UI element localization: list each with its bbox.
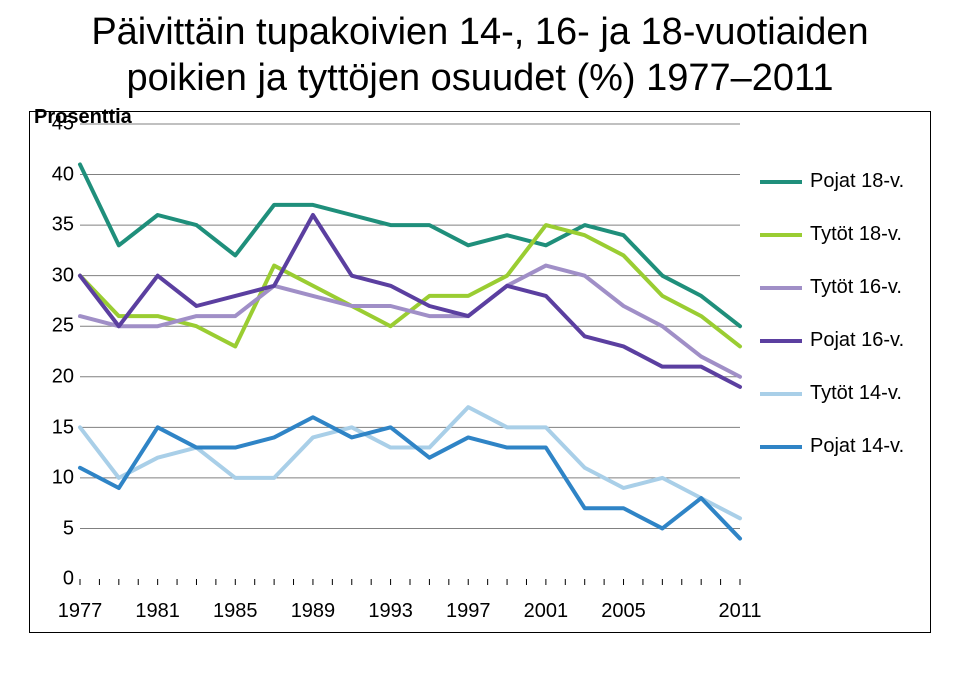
x-tick-label: 2001 — [524, 600, 569, 623]
legend-item: Pojat 18-v. — [760, 170, 920, 193]
plot-area — [80, 124, 740, 579]
legend-swatch — [760, 233, 802, 237]
plot-svg — [80, 124, 740, 579]
legend-swatch — [760, 445, 802, 449]
legend-swatch — [760, 180, 802, 184]
x-tick-label: 1981 — [135, 600, 180, 623]
x-tick-label: 1997 — [446, 600, 491, 623]
series-line — [80, 266, 740, 377]
legend-item: Tytöt 14-v. — [760, 382, 920, 405]
legend-label: Tytöt 16-v. — [810, 276, 902, 299]
x-tick-label: 1989 — [291, 600, 336, 623]
x-tick-label: 1985 — [213, 600, 258, 623]
x-tick-label: 2011 — [718, 600, 761, 623]
legend-item: Tytöt 18-v. — [760, 223, 920, 246]
y-tick-label: 25 — [52, 315, 74, 338]
legend-swatch — [760, 339, 802, 343]
y-axis: 051015202530354045 — [30, 124, 78, 579]
y-tick-label: 45 — [52, 113, 74, 136]
series-line — [80, 225, 740, 346]
y-tick-label: 0 — [63, 568, 74, 591]
title-line-1: Päivittäin tupakoivien 14-, 16- ja 18-vu… — [91, 11, 868, 53]
chart-container: Prosenttia 051015202530354045 1977198119… — [29, 111, 931, 633]
legend: Pojat 18-v. Tytöt 18-v. Tytöt 16-v. Pojat 1… — [760, 170, 920, 488]
legend-label: Tytöt 14-v. — [810, 382, 902, 405]
x-axis: 197719811985198919931997200120052011 — [80, 596, 740, 626]
legend-label: Pojat 14-v. — [810, 435, 904, 458]
legend-item: Pojat 16-v. — [760, 329, 920, 352]
title-line-2: poikien ja tyttöjen osuudet (%) 1977–201… — [126, 57, 833, 99]
x-tick-label: 1977 — [58, 600, 103, 623]
y-tick-label: 30 — [52, 264, 74, 287]
y-tick-label: 15 — [52, 416, 74, 439]
legend-swatch — [760, 392, 802, 396]
series-line — [80, 407, 740, 518]
legend-item: Tytöt 16-v. — [760, 276, 920, 299]
x-tick-label: 2005 — [601, 600, 646, 623]
legend-item: Pojat 14-v. — [760, 435, 920, 458]
x-tick-label: 1993 — [368, 600, 413, 623]
y-tick-label: 10 — [52, 467, 74, 490]
y-tick-label: 35 — [52, 214, 74, 237]
legend-swatch — [760, 286, 802, 290]
y-tick-label: 5 — [63, 517, 74, 540]
series-line — [80, 165, 740, 327]
y-tick-label: 40 — [52, 163, 74, 186]
chart-title: Päivittäin tupakoivien 14-, 16- ja 18-vu… — [20, 10, 940, 101]
y-tick-label: 20 — [52, 365, 74, 388]
legend-label: Pojat 18-v. — [810, 170, 904, 193]
legend-label: Tytöt 18-v. — [810, 223, 902, 246]
series-line — [80, 215, 740, 387]
legend-label: Pojat 16-v. — [810, 329, 904, 352]
